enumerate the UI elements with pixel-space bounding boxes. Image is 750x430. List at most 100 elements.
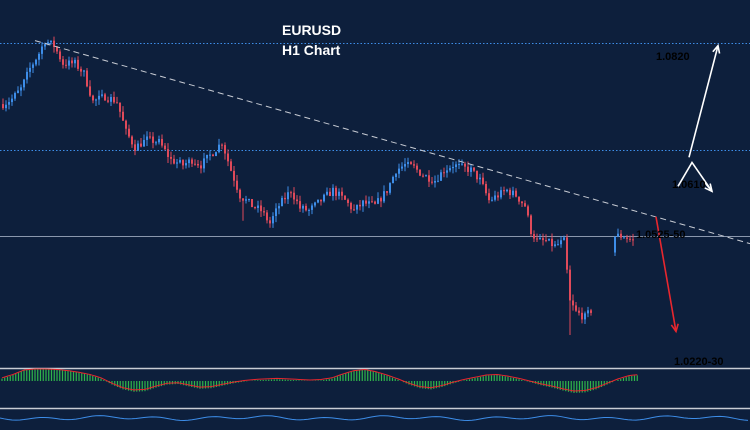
candle-body xyxy=(17,90,19,94)
candle-body xyxy=(548,238,550,241)
candle-body xyxy=(377,198,379,204)
candle-body xyxy=(146,136,148,140)
macd-signal-line xyxy=(1,368,638,392)
candle-body xyxy=(77,59,79,69)
arrow-zigzag xyxy=(677,160,713,192)
candle-body xyxy=(131,136,133,145)
candle-body xyxy=(530,215,532,235)
candle-body xyxy=(440,172,442,181)
candle-body xyxy=(203,158,205,169)
candle-body xyxy=(215,152,217,157)
candle-body xyxy=(431,181,433,183)
candle-body xyxy=(248,199,250,201)
trendline-group xyxy=(34,40,750,245)
candle-body xyxy=(623,237,625,239)
macd-panel xyxy=(0,367,750,430)
candle-body xyxy=(626,237,628,239)
candle-body xyxy=(371,201,373,203)
candle-body xyxy=(293,192,295,200)
candle-body xyxy=(323,194,325,202)
candle-body xyxy=(590,310,592,313)
candle-body xyxy=(65,64,67,66)
candle-body xyxy=(560,240,562,245)
candle-body xyxy=(587,310,589,314)
candle-body xyxy=(563,237,565,241)
candle-body xyxy=(347,199,349,203)
candle-body xyxy=(557,244,559,246)
candle-body xyxy=(242,198,244,201)
candle-body xyxy=(572,300,574,306)
candle-body xyxy=(167,149,169,157)
candle-body xyxy=(176,162,178,164)
candle-body xyxy=(74,59,76,64)
candle-body xyxy=(275,208,277,217)
candle-body xyxy=(488,193,490,201)
candle-body xyxy=(11,98,13,103)
candle-body xyxy=(101,94,103,96)
candle-body xyxy=(458,164,460,166)
candle-body xyxy=(368,201,370,204)
candle-body xyxy=(305,205,307,211)
candle-body xyxy=(425,175,427,177)
candle-body xyxy=(194,163,196,165)
candle-body xyxy=(89,86,91,96)
chart-subtitle: H1 Chart xyxy=(282,42,341,58)
candle-body xyxy=(497,195,499,198)
candle-body xyxy=(128,128,130,137)
candle-body xyxy=(197,163,199,166)
candle-body xyxy=(311,205,313,210)
candle-body xyxy=(245,199,247,201)
candle-body xyxy=(410,162,412,165)
candle-body xyxy=(284,197,286,200)
candle-body xyxy=(380,198,382,202)
candle-body xyxy=(113,97,115,103)
candle-body xyxy=(320,199,322,202)
candle-body xyxy=(119,102,121,112)
candle-body xyxy=(122,111,124,121)
candle-body xyxy=(500,190,502,198)
candle-body xyxy=(149,136,151,138)
candle-body xyxy=(23,79,25,88)
candle-body xyxy=(308,209,310,211)
forecast-arrows xyxy=(655,43,721,334)
candle-body xyxy=(68,60,70,66)
candle-body xyxy=(227,153,229,162)
candle-body xyxy=(629,238,631,240)
arrow-zigzag-tip xyxy=(704,182,713,192)
candle-body xyxy=(302,205,304,209)
candle-body xyxy=(494,195,496,200)
candle-body xyxy=(281,197,283,207)
candle-body xyxy=(140,143,142,147)
candle-body xyxy=(182,160,184,166)
arrow-zigzag-tip-head xyxy=(704,183,714,193)
candle-body xyxy=(617,233,619,237)
candle-body xyxy=(539,238,541,240)
candle-body xyxy=(545,240,547,242)
candle-body xyxy=(317,199,319,203)
candle-body xyxy=(443,172,445,174)
candle-body xyxy=(491,199,493,201)
candle-body xyxy=(455,164,457,167)
candle-body xyxy=(449,168,451,171)
candle-body xyxy=(533,234,535,239)
candles xyxy=(2,36,634,336)
trendline xyxy=(34,40,750,245)
candle-body xyxy=(254,207,256,209)
candle-body xyxy=(566,237,568,270)
candle-body xyxy=(32,64,34,68)
candle-body xyxy=(47,42,49,45)
candle-body xyxy=(434,180,436,183)
candle-body xyxy=(143,139,145,147)
candle-body xyxy=(20,87,22,91)
candle-body xyxy=(554,244,556,247)
candle-body xyxy=(179,160,181,163)
candle-body xyxy=(578,310,580,313)
candle-body xyxy=(524,203,526,207)
candle-body xyxy=(419,169,421,176)
candle-body xyxy=(332,187,334,196)
candle-body xyxy=(26,71,28,80)
candle-body xyxy=(359,204,361,207)
candle-body xyxy=(383,191,385,202)
candle-body xyxy=(14,93,16,99)
